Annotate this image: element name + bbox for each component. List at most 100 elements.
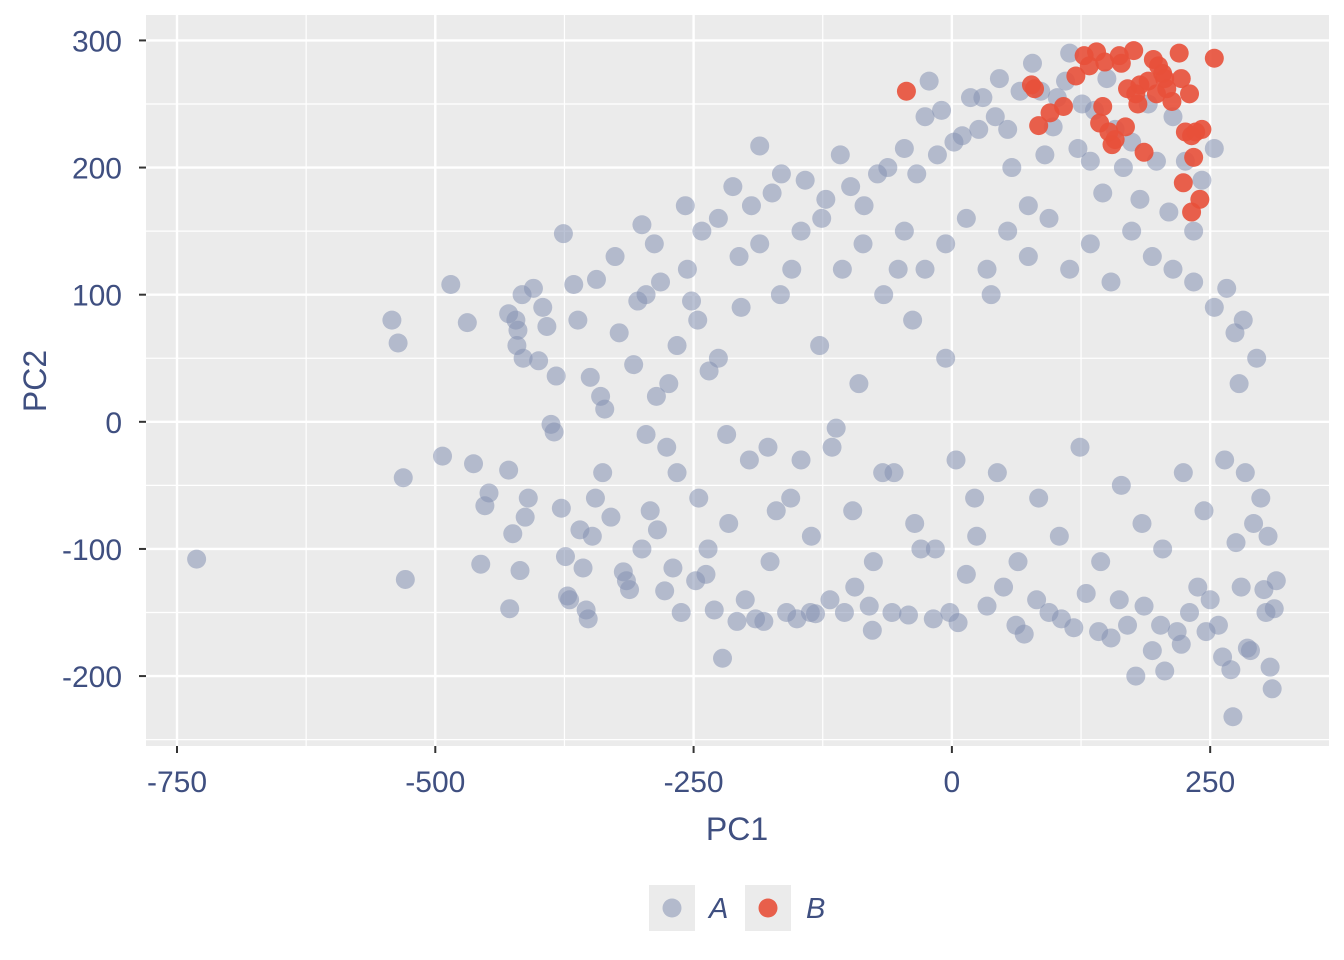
point-a <box>845 577 865 597</box>
point-a <box>859 596 879 616</box>
point-a <box>1118 615 1138 635</box>
point-a <box>741 196 761 216</box>
point-a <box>760 552 780 572</box>
y-axis-ticks: -200 -100 0 100 200 300 <box>62 25 146 694</box>
point-a <box>647 520 667 540</box>
point-a <box>503 524 523 544</box>
point-a <box>1251 488 1271 508</box>
point-a <box>750 234 770 254</box>
point-a <box>1068 138 1088 158</box>
y-tick-label: 300 <box>72 25 122 58</box>
point-a <box>624 355 644 375</box>
point-a <box>605 247 625 267</box>
legend-label-b: B <box>806 893 825 925</box>
point-a <box>952 126 972 146</box>
point-a <box>956 208 976 228</box>
point-a <box>1060 259 1080 279</box>
point-a <box>832 259 852 279</box>
point-a <box>708 348 728 368</box>
point-a <box>1109 590 1129 610</box>
y-tick-label: -100 <box>62 534 122 567</box>
point-a <box>874 285 894 305</box>
point-a <box>689 488 709 508</box>
point-b <box>1095 52 1115 72</box>
point-a <box>636 425 656 445</box>
point-b <box>1173 173 1193 193</box>
point-a <box>820 590 840 610</box>
legend-label-a: A <box>707 893 728 925</box>
point-a <box>1018 247 1038 267</box>
point-a <box>816 189 836 209</box>
point-b <box>1134 142 1154 162</box>
point-a <box>766 501 786 521</box>
point-a <box>1153 539 1173 559</box>
series-b-points <box>896 41 1224 222</box>
point-a <box>595 399 615 419</box>
y-tick-label: 200 <box>72 153 122 186</box>
point-a <box>551 498 571 518</box>
point-a <box>841 177 861 197</box>
point-a <box>529 351 549 371</box>
point-a <box>708 208 728 228</box>
point-a <box>932 100 952 120</box>
point-a <box>998 119 1018 139</box>
point-b <box>1155 69 1175 89</box>
point-a <box>1226 533 1246 553</box>
point-b <box>1111 53 1131 73</box>
point-b <box>1105 130 1125 150</box>
point-b <box>1029 116 1049 136</box>
point-a <box>884 463 904 483</box>
series-a-points <box>187 43 1286 727</box>
x-tick-label: -500 <box>405 766 465 799</box>
point-a <box>1264 599 1284 619</box>
point-a <box>927 145 947 165</box>
point-a <box>682 291 702 311</box>
x-tick-label: 0 <box>944 766 961 799</box>
point-b <box>1066 66 1086 86</box>
point-b <box>1093 97 1113 117</box>
point-a <box>977 596 997 616</box>
point-a <box>994 577 1014 597</box>
point-a <box>911 539 931 559</box>
point-a <box>1204 138 1224 158</box>
point-a <box>1008 552 1028 572</box>
point-a <box>457 313 477 333</box>
point-a <box>564 275 584 295</box>
y-tick-label: 0 <box>105 407 122 440</box>
point-a <box>1159 202 1179 222</box>
point-a <box>843 501 863 521</box>
point-a <box>508 320 528 340</box>
point-a <box>853 234 873 254</box>
point-a <box>382 310 402 330</box>
point-a <box>998 221 1018 241</box>
point-a <box>515 507 535 527</box>
point-a <box>582 526 602 546</box>
point-a <box>834 603 854 623</box>
point-a <box>393 468 413 488</box>
point-a <box>1022 53 1042 73</box>
point-a <box>923 609 943 629</box>
point-a <box>555 547 575 567</box>
point-a <box>698 539 718 559</box>
point-a <box>936 234 956 254</box>
point-a <box>636 285 656 305</box>
point-a <box>1014 624 1034 644</box>
point-a <box>1204 297 1224 317</box>
point-a <box>1155 661 1175 681</box>
point-a <box>1188 577 1208 597</box>
point-a <box>510 561 530 581</box>
point-a <box>1223 707 1243 727</box>
point-a <box>1091 552 1111 572</box>
point-a <box>801 526 821 546</box>
point-a <box>1018 196 1038 216</box>
point-a <box>1225 323 1245 343</box>
point-a <box>704 600 724 620</box>
point-a <box>499 460 519 480</box>
point-b <box>1115 117 1135 137</box>
x-tick-label: -250 <box>664 766 724 799</box>
point-a <box>948 613 968 633</box>
point-a <box>433 446 453 466</box>
point-a <box>1151 615 1171 635</box>
y-tick-label: 100 <box>72 280 122 313</box>
point-a <box>573 558 593 578</box>
